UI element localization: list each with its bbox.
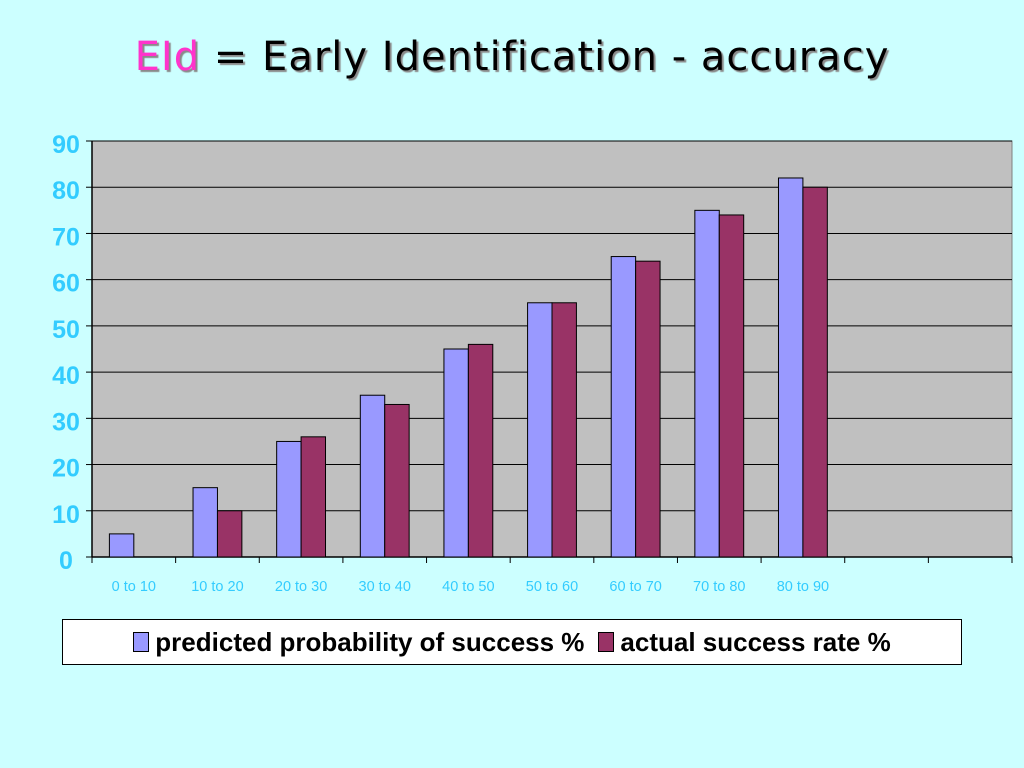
y-tick-label: 0 bbox=[59, 547, 73, 575]
legend-item-predicted: predicted probability of success % bbox=[133, 627, 584, 658]
bar-actual bbox=[384, 403, 410, 558]
bar-actual bbox=[635, 260, 661, 558]
bar-chart: 0 10 20 30 40 50 60 70 80 90 0 to 10 10 to 20 20 to … bbox=[52, 131, 1013, 595]
bar-predicted bbox=[527, 302, 553, 558]
legend-swatch-predicted bbox=[133, 632, 150, 652]
bar-actual bbox=[718, 214, 745, 558]
x-tick-label: 20 to 30 bbox=[275, 579, 327, 595]
bar-predicted bbox=[276, 440, 302, 558]
bar-actual bbox=[802, 186, 828, 558]
bar-predicted bbox=[443, 348, 469, 558]
x-tick-label: 80 to 90 bbox=[777, 579, 829, 595]
chart-title: EId = Early Identification - accuracy bbox=[0, 34, 1024, 80]
bar-predicted bbox=[777, 177, 804, 558]
bar-actual bbox=[467, 343, 494, 558]
bar-predicted bbox=[359, 394, 386, 558]
legend-label-predicted: predicted probability of success % bbox=[155, 626, 585, 657]
bar-predicted bbox=[192, 487, 218, 558]
x-tick-label: 10 to 20 bbox=[191, 579, 243, 595]
y-tick-label: 90 bbox=[52, 131, 80, 159]
bar-predicted bbox=[610, 256, 637, 558]
y-tick-label: 60 bbox=[52, 270, 80, 298]
x-tick-label: 30 to 40 bbox=[359, 579, 411, 595]
legend-label-actual: actual success rate % bbox=[620, 626, 891, 657]
x-tick-label: 40 to 50 bbox=[442, 579, 494, 595]
bar-actual bbox=[300, 436, 327, 558]
x-tick-label: 50 to 60 bbox=[526, 579, 578, 595]
y-tick-label: 50 bbox=[52, 316, 80, 344]
bar-predicted bbox=[694, 209, 720, 558]
chart-legend: predicted probability of success % actua… bbox=[62, 619, 962, 665]
legend-swatch-actual bbox=[598, 632, 615, 652]
y-tick-label: 40 bbox=[52, 362, 80, 390]
y-tick-label: 20 bbox=[52, 455, 80, 483]
title-text: = Early Identification - accuracy bbox=[200, 34, 890, 80]
x-tick-label: 0 to 10 bbox=[112, 579, 156, 595]
y-tick-label: 10 bbox=[52, 501, 80, 529]
y-tick-label: 30 bbox=[52, 408, 80, 436]
y-tick-label: 70 bbox=[52, 223, 80, 251]
x-tick-label: 60 to 70 bbox=[609, 579, 661, 595]
legend-item-actual: actual success rate % bbox=[598, 626, 891, 658]
bar-actual bbox=[216, 510, 243, 558]
bar-actual bbox=[551, 302, 577, 558]
bar-predicted bbox=[108, 533, 135, 558]
y-tick-label: 80 bbox=[52, 177, 80, 205]
title-prefix: EId bbox=[134, 34, 201, 80]
x-tick-label: 70 to 80 bbox=[693, 579, 745, 595]
